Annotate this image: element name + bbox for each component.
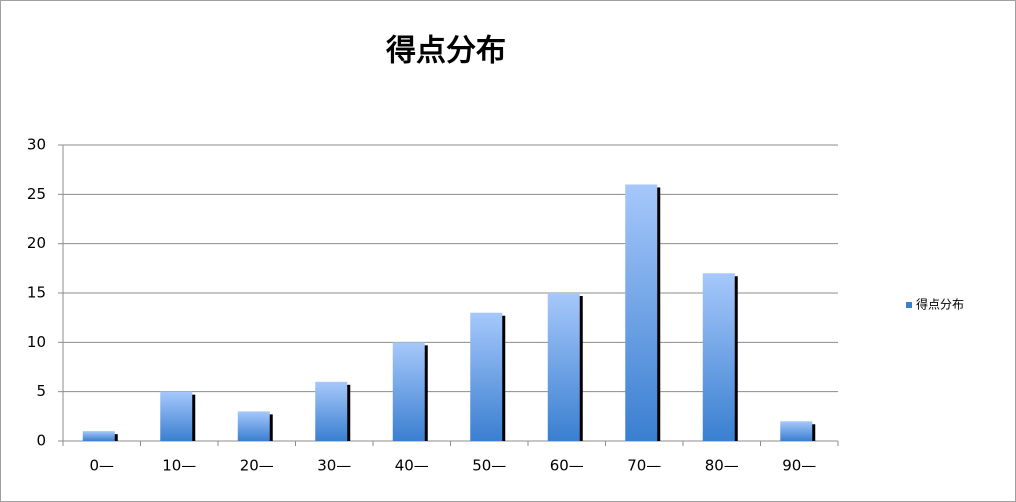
y-tick-label: 15 [27, 284, 46, 302]
y-tick-label: 20 [27, 234, 46, 252]
chart-title: 得点分布 [385, 34, 506, 69]
x-tick-label: 70— [627, 457, 661, 475]
x-tick-label: 30— [317, 457, 351, 475]
x-tick-label: 80— [705, 457, 739, 475]
y-tick-label: 30 [27, 136, 46, 154]
y-tick-label: 25 [27, 185, 46, 203]
bar [237, 411, 270, 441]
legend-swatch [906, 302, 912, 308]
bar [392, 342, 425, 441]
bar [780, 421, 813, 441]
bar [82, 431, 115, 441]
bar [625, 184, 658, 441]
x-tick-label: 0— [89, 457, 114, 475]
y-tick-label: 0 [36, 432, 46, 450]
bar [160, 391, 193, 441]
legend-text: 得点分布 [916, 297, 964, 312]
y-tick-label: 10 [27, 333, 46, 351]
x-tick-label: 90— [782, 457, 816, 475]
x-tick-label: 20— [240, 457, 274, 475]
bar [315, 381, 348, 441]
x-tick-label: 40— [395, 457, 429, 475]
x-tick-label: 10— [162, 457, 196, 475]
x-tick-label: 60— [550, 457, 584, 475]
y-tick-label: 5 [36, 382, 46, 400]
x-tick-label: 50— [472, 457, 506, 475]
bar [547, 293, 580, 441]
bar [702, 273, 735, 441]
bar [470, 312, 503, 441]
